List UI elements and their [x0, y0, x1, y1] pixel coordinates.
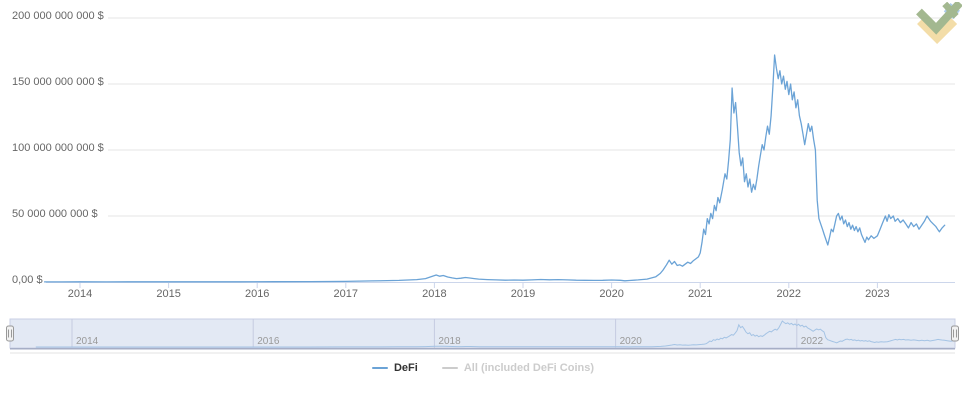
navigator-year-label: 2016	[257, 336, 280, 347]
x-axis-label: 2022	[777, 288, 801, 300]
x-axis-label: 2015	[156, 288, 180, 300]
legend-all-coins-label: All (included DeFi Coins)	[463, 362, 594, 374]
navigator-series-line	[35, 320, 955, 348]
legend-all-coins-symbol	[441, 367, 458, 369]
legend-item-all-coins[interactable]: All (included DeFi Coins)	[441, 361, 594, 375]
y-axis-label: 200 000 000 000 $	[12, 10, 104, 22]
x-axis-label: 2023	[865, 288, 889, 300]
legend: DeFi All (included DeFi Coins)	[0, 360, 966, 376]
legend-defi-label: DeFi	[393, 362, 418, 374]
navigator-year-label: 2014	[76, 336, 99, 347]
legend-defi-symbol	[371, 367, 388, 369]
x-axis-label: 2020	[599, 288, 623, 300]
series-defi-line[interactable]	[43, 54, 946, 283]
navigator-handle-right[interactable]	[951, 325, 959, 342]
x-axis-label: 2019	[511, 288, 535, 300]
navigator-year-label: 2018	[438, 336, 461, 347]
y-axis-label: 50 000 000 000 $	[12, 208, 98, 220]
x-axis-label: 2016	[245, 288, 269, 300]
logo-yellow-chevron	[917, 18, 958, 44]
logo-green-crossbar	[942, 2, 959, 19]
y-axis-label: 100 000 000 000 $	[12, 142, 104, 154]
x-axis-label: 2017	[334, 288, 358, 300]
x-axis-label: 2021	[688, 288, 712, 300]
navigator-year-label: 2020	[620, 336, 643, 347]
navigator-handle-left[interactable]	[6, 325, 14, 342]
litefinance-logo-icon	[916, 2, 962, 44]
y-axis-label: 0,00 $	[12, 274, 43, 286]
x-axis-label: 2018	[422, 288, 446, 300]
x-axis-label: 2014	[68, 288, 92, 300]
y-axis-label: 150 000 000 000 $	[12, 76, 104, 88]
legend-item-defi[interactable]: DeFi	[371, 361, 418, 375]
navigator-year-label: 2022	[801, 336, 824, 347]
